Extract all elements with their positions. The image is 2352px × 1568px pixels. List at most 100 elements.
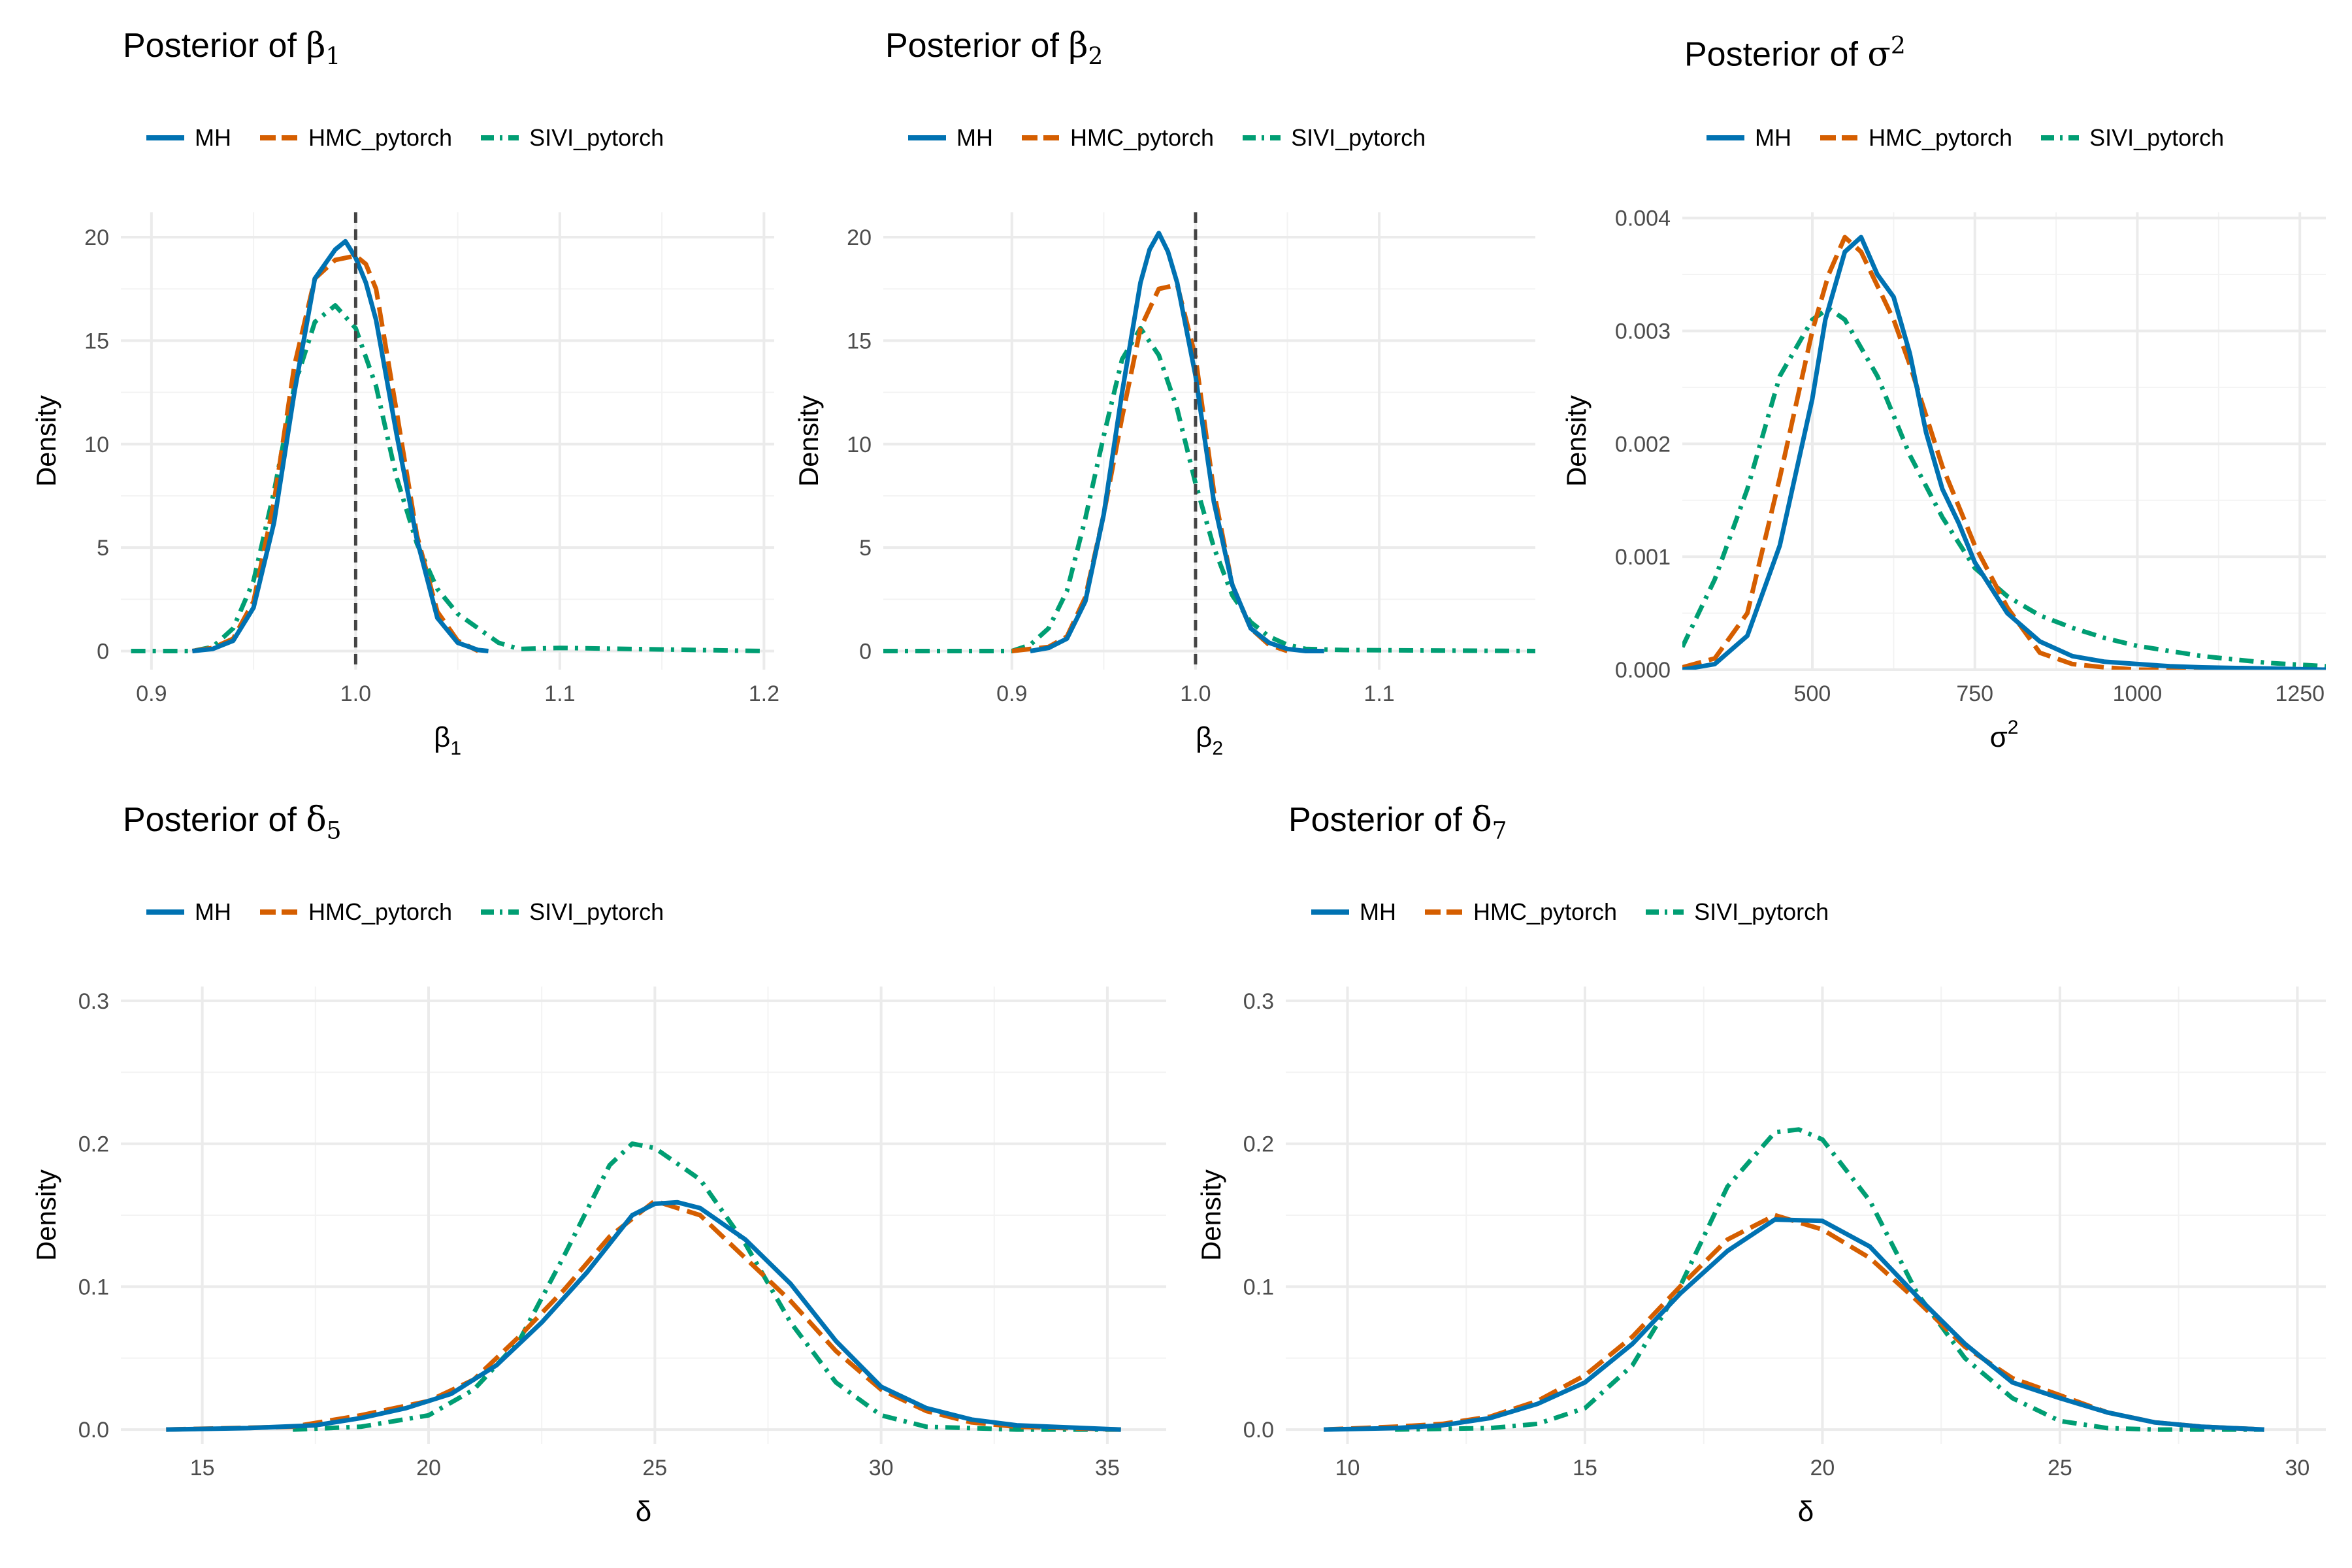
x-tick-label: 500 [1794, 681, 1831, 706]
y-tick-label: 10 [847, 433, 872, 457]
legend-key-mh [146, 909, 184, 915]
x-tick-label: 30 [869, 1456, 894, 1480]
series-group [166, 1141, 1121, 1432]
y-tick-label: 0.1 [1243, 1275, 1274, 1299]
legend-item-mh: MH [145, 898, 231, 926]
y-tick-label: 0.1 [78, 1275, 109, 1299]
x-axis-label: δ [1798, 1495, 1814, 1527]
legend-key-sivi [481, 909, 519, 915]
series-line-sivi-pytorch [131, 303, 764, 653]
legend-beta2: MH HMC_pytorch SIVI_pytorch [907, 124, 1453, 152]
y-tick-label: 0.001 [1615, 545, 1671, 570]
y-tick-label: 0 [97, 639, 109, 664]
y-tick-label: 10 [84, 433, 109, 457]
legend-item-sivi: SIVI_pytorch [2040, 124, 2224, 152]
x-tick-label: 1.0 [340, 681, 371, 706]
legend-delta5: MH HMC_pytorch SIVI_pytorch [145, 898, 691, 926]
legend-key-sivi [1646, 909, 1684, 915]
series-line-sivi-pytorch [1395, 1127, 2264, 1432]
y-axis-label: Density [1196, 1169, 1226, 1261]
title-beta2: Posterior of β2 [885, 26, 1103, 71]
y-tick-label: 0.2 [1243, 1132, 1274, 1157]
legend-item-hmc: HMC_pytorch [1424, 898, 1617, 926]
legend-key-hmc [1022, 135, 1060, 140]
y-tick-label: 5 [859, 536, 872, 561]
x-tick-label: 1.0 [1180, 681, 1211, 706]
x-tick-label: 30 [2285, 1456, 2310, 1480]
series-line-sivi-pytorch [883, 325, 1535, 653]
y-tick-label: 15 [84, 329, 109, 353]
legend-item-mh: MH [907, 124, 993, 152]
legend-key-mh [1707, 135, 1744, 140]
legend-item-hmc: HMC_pytorch [1819, 124, 2012, 152]
grid-minor [1286, 987, 2326, 1444]
series-line-mh [1682, 235, 2326, 670]
x-axis-label: σ2 [1990, 717, 2019, 753]
series-line-mh [192, 238, 489, 653]
title-delta5: Posterior of δ5 [123, 800, 342, 845]
x-tick-label: 1250 [2275, 681, 2325, 706]
legend-item-sivi: SIVI_pytorch [480, 124, 664, 152]
x-tick-label: 750 [1956, 681, 1993, 706]
y-axis-label: Density [793, 395, 824, 487]
y-tick-label: 0.0 [78, 1418, 109, 1443]
y-tick-label: 0.3 [78, 989, 109, 1014]
x-tick-label: 0.9 [136, 681, 167, 706]
x-tick-label: 15 [1573, 1456, 1597, 1480]
x-axis-label: β2 [1196, 721, 1223, 759]
x-tick-label: 25 [642, 1456, 667, 1480]
legend-delta7: MH HMC_pytorch SIVI_pytorch [1310, 898, 1856, 926]
series-line-sivi-pytorch [293, 1141, 1121, 1432]
y-tick-label: 5 [97, 536, 109, 561]
legend-item-mh: MH [1310, 898, 1396, 926]
series-group [883, 231, 1535, 653]
x-tick-label: 35 [1095, 1456, 1120, 1480]
y-tick-label: 0.003 [1615, 319, 1671, 344]
grid-minor [121, 987, 1166, 1444]
legend-item-sivi: SIVI_pytorch [1644, 898, 1829, 926]
title-sigma2: Posterior of σ2 [1684, 33, 1906, 74]
y-tick-label: 0.004 [1615, 206, 1671, 231]
series-line-mh [1030, 231, 1324, 653]
legend-item-mh: MH [145, 124, 231, 152]
series-line-hmc-pytorch [1324, 1213, 2264, 1432]
x-tick-label: 20 [416, 1456, 441, 1480]
x-axis-label: δ [636, 1495, 652, 1527]
legend-item-mh: MH [1705, 124, 1791, 152]
x-tick-label: 1.2 [749, 681, 779, 706]
y-tick-label: 20 [84, 225, 109, 250]
legend-key-hmc [1820, 135, 1858, 140]
legend-key-mh [908, 135, 946, 140]
legend-item-sivi: SIVI_pytorch [480, 898, 664, 926]
legend-item-hmc: HMC_pytorch [259, 898, 452, 926]
legend-item-sivi: SIVI_pytorch [1241, 124, 1426, 152]
y-tick-label: 0 [859, 639, 872, 664]
title-beta1: Posterior of β1 [123, 26, 341, 71]
grid-minor [883, 212, 1535, 670]
legend-key-mh [146, 135, 184, 140]
title-delta7: Posterior of δ7 [1288, 800, 1507, 845]
x-tick-label: 0.9 [996, 681, 1027, 706]
legend-item-hmc: HMC_pytorch [259, 124, 452, 152]
legend-key-hmc [260, 909, 298, 915]
series-line-sivi-pytorch [1682, 306, 2326, 669]
legend-key-sivi [481, 135, 519, 140]
y-tick-label: 0.3 [1243, 989, 1274, 1014]
grid-major [121, 212, 774, 670]
legend-key-mh [1311, 909, 1349, 915]
y-tick-label: 0.2 [78, 1132, 109, 1157]
x-tick-label: 20 [1810, 1456, 1835, 1480]
y-tick-label: 0.0 [1243, 1418, 1274, 1443]
legend-key-sivi [1243, 135, 1281, 140]
y-axis-label: Density [31, 395, 61, 487]
legend-key-hmc [260, 135, 298, 140]
legend-sigma2: MH HMC_pytorch SIVI_pytorch [1705, 124, 2251, 152]
y-tick-label: 0.000 [1615, 658, 1671, 683]
legend-beta1: MH HMC_pytorch SIVI_pytorch [145, 124, 691, 152]
x-tick-label: 10 [1335, 1456, 1360, 1480]
